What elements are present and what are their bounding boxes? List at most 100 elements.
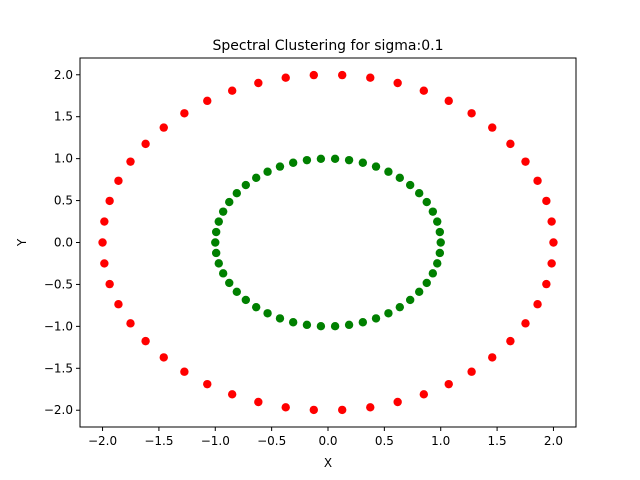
data-point — [288, 158, 298, 167]
data-point — [405, 180, 415, 190]
y-tick-label: 0.5 — [54, 194, 73, 208]
data-point — [309, 70, 318, 80]
x-tick-label: −1.5 — [144, 434, 173, 448]
data-point — [241, 295, 251, 305]
data-point — [547, 259, 556, 268]
data-point — [263, 167, 272, 176]
data-point — [251, 302, 261, 312]
data-point — [275, 162, 285, 171]
data-point — [371, 162, 381, 171]
data-point — [302, 155, 312, 165]
data-point — [384, 309, 393, 318]
data-point — [241, 180, 251, 190]
data-point — [281, 73, 290, 82]
data-point — [180, 109, 189, 118]
x-tick-label: 1.0 — [431, 434, 450, 448]
y-tick-label: −0.5 — [44, 277, 73, 291]
data-point — [105, 279, 114, 289]
data-point — [488, 353, 497, 362]
data-point — [506, 139, 515, 149]
x-tick-label: −2.0 — [88, 434, 117, 448]
data-point — [211, 227, 221, 237]
data-point — [141, 139, 150, 149]
x-axis-label: X — [324, 456, 332, 470]
data-point — [159, 123, 168, 132]
x-tick-label: 0.0 — [318, 434, 337, 448]
data-point — [218, 207, 228, 216]
data-point — [227, 86, 237, 95]
data-point — [338, 70, 347, 80]
data-point — [254, 78, 263, 88]
data-point — [330, 154, 340, 164]
data-point — [393, 397, 402, 407]
data-point — [218, 269, 228, 278]
data-point — [521, 319, 530, 328]
x-tick-label: 0.5 — [375, 434, 394, 448]
data-point — [114, 300, 123, 309]
y-tick-label: −1.0 — [44, 319, 73, 333]
data-point — [203, 96, 212, 106]
data-point — [533, 176, 542, 185]
data-point — [521, 157, 530, 166]
y-tick-label: 0.0 — [54, 236, 73, 250]
data-point — [358, 158, 368, 167]
data-point — [405, 295, 415, 305]
data-point — [114, 176, 123, 185]
y-tick-label: 2.0 — [54, 68, 73, 82]
chart-title: Spectral Clustering for sigma:0.1 — [212, 38, 443, 54]
data-point — [371, 314, 381, 323]
y-tick-label: 1.5 — [54, 110, 73, 124]
x-axis-ticks: −2.0 −1.5 −1.0 −0.5 0.0 0.5 1.0 1.5 2.0 — [88, 427, 563, 448]
x-tick-label: −0.5 — [257, 434, 286, 448]
data-point — [211, 248, 221, 258]
data-point — [414, 188, 424, 198]
data-points — [98, 70, 558, 415]
data-point — [100, 259, 109, 268]
data-point — [422, 197, 431, 207]
data-point — [263, 309, 272, 318]
x-tick-label: −1.0 — [201, 434, 230, 448]
data-point — [542, 279, 551, 289]
data-point — [488, 123, 497, 132]
data-point — [344, 155, 354, 165]
data-point — [433, 217, 442, 226]
data-point — [251, 173, 261, 183]
data-point — [506, 336, 515, 346]
data-point — [393, 78, 402, 88]
data-point — [428, 269, 438, 278]
data-point — [316, 154, 326, 164]
data-point — [366, 403, 375, 412]
data-point — [467, 109, 476, 118]
data-point — [232, 287, 242, 297]
data-point — [275, 314, 285, 323]
data-point — [549, 238, 558, 247]
data-point — [422, 278, 431, 288]
data-point — [227, 390, 237, 399]
plot-frame — [79, 57, 577, 428]
data-point — [542, 196, 551, 206]
data-point — [180, 367, 189, 376]
data-point — [366, 73, 375, 82]
data-point — [254, 397, 263, 407]
data-point — [414, 287, 424, 297]
data-point — [395, 302, 405, 312]
data-point — [435, 227, 445, 237]
y-axis-label: Y — [15, 238, 29, 247]
data-point — [214, 217, 223, 226]
data-point — [141, 336, 150, 346]
y-tick-label: −2.0 — [44, 403, 73, 417]
data-point — [444, 96, 453, 106]
data-point — [203, 379, 212, 389]
data-point — [225, 197, 234, 207]
data-point — [225, 278, 234, 288]
data-point — [444, 379, 453, 389]
data-point — [433, 259, 442, 268]
data-point — [344, 320, 354, 330]
data-point — [98, 238, 107, 247]
data-point — [395, 173, 405, 183]
data-point — [338, 405, 347, 415]
data-point — [436, 238, 445, 247]
data-point — [330, 321, 340, 331]
